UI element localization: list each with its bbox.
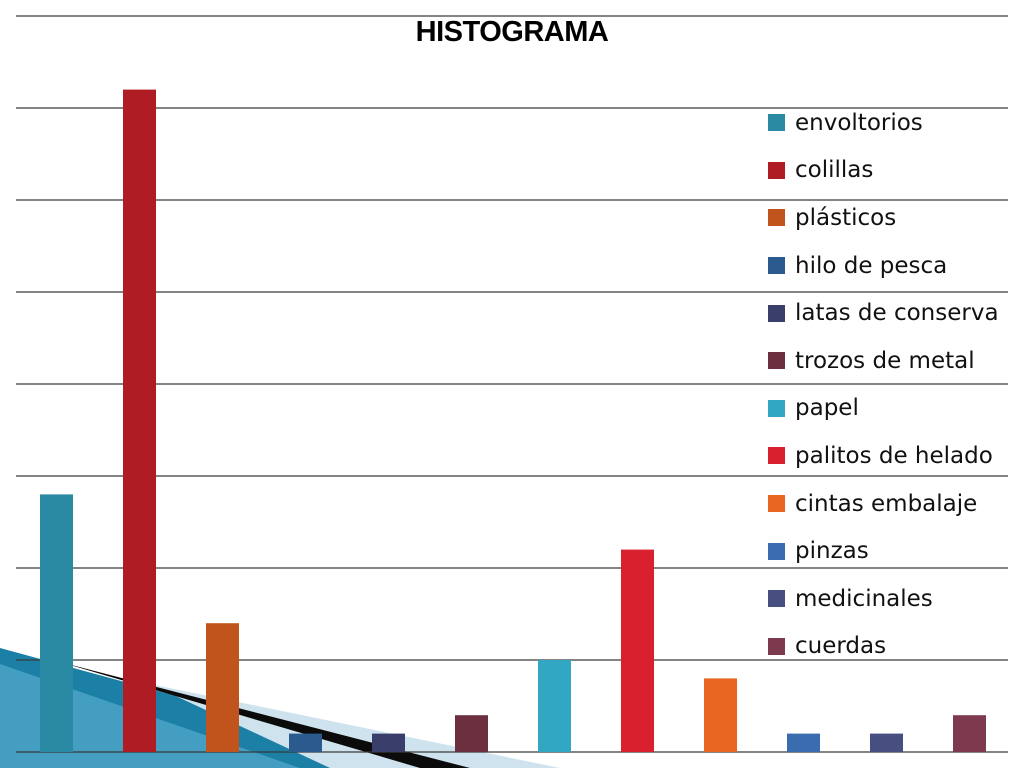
legend-item: papel [768,385,1024,433]
bar-2 [206,623,239,752]
bar-10 [870,733,903,752]
legend-item: plásticos [768,194,1024,242]
legend-label: pinzas [795,538,869,565]
bars [40,89,986,753]
legend-swatch [768,495,785,513]
legend-label: palitos de helado [795,442,993,469]
chart-title: HISTOGRAMA [415,16,609,48]
bar-11 [953,715,986,752]
legend-swatch [768,637,785,655]
legend-label: papel [795,395,859,422]
legend-swatch [768,352,785,370]
gridlines [16,15,1008,753]
legend-item: pinzas [768,527,1024,575]
bar-4 [372,733,405,752]
bar-9 [787,733,820,752]
legend-label: hilo de pesca [795,252,948,279]
bar-7 [621,549,654,752]
legend-swatch [768,114,785,132]
legend-swatch [768,447,785,465]
legend-swatch [768,257,785,275]
bar-3 [289,733,322,752]
legend-item: medicinales [768,575,1024,623]
bar-8 [704,678,737,752]
legend-item: trozos de metal [768,337,1024,385]
legend-label: latas de conserva [795,300,999,327]
legend-label: medicinales [795,585,933,612]
legend-swatch [768,304,785,322]
legend-item: palitos de helado [768,432,1024,480]
legend-swatch [768,161,785,179]
bar-1 [123,89,156,753]
legend-item: latas de conserva [768,289,1024,337]
legend-label: cuerdas [795,633,887,660]
bar-0 [40,494,73,752]
legend-item: colillas [768,147,1024,195]
legend-swatch [768,209,785,227]
bar-5 [455,715,488,752]
legend: envoltorios colillas plásticos hilo de pesc… [768,99,1024,670]
legend-swatch [768,542,785,560]
legend-swatch [768,590,785,608]
legend-swatch [768,399,785,417]
legend-item: cintas embalaje [768,480,1024,528]
legend-label: cintas embalaje [795,490,978,517]
legend-item: hilo de pesca [768,242,1024,290]
legend-label: colillas [795,157,874,184]
legend-label: plásticos [795,204,897,231]
legend-item: envoltorios [768,99,1024,147]
legend-item: cuerdas [768,623,1024,671]
legend-label: envoltorios [795,109,923,136]
legend-label: trozos de metal [795,347,975,374]
bar-6 [538,660,571,752]
